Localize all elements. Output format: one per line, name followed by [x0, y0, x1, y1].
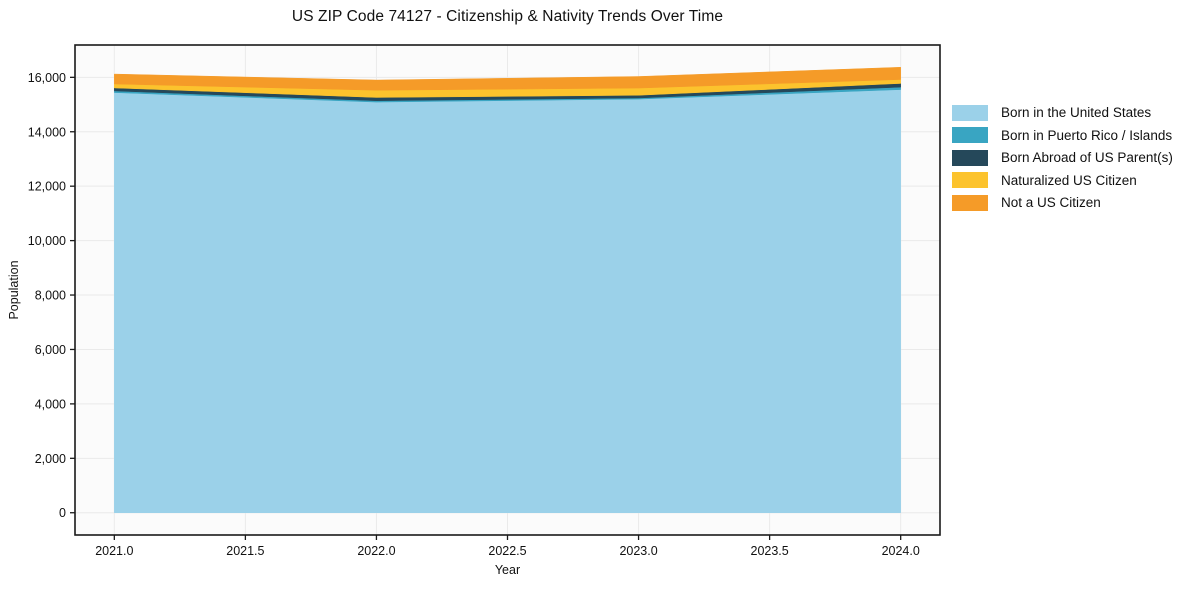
legend-swatch-not-citizen — [952, 194, 988, 211]
legend-swatch-born-us — [952, 104, 988, 121]
y-tick-label: 8,000 — [35, 289, 66, 303]
x-tick-label: 2021.5 — [226, 544, 264, 558]
legend-label: Born Abroad of US Parent(s) — [1001, 150, 1173, 165]
legend-item: Not a US Citizen — [952, 194, 1173, 211]
y-tick-label: 6,000 — [35, 343, 66, 357]
legend-swatch-puerto-rico — [952, 127, 988, 143]
legend-label: Born in Puerto Rico / Islands — [1001, 127, 1173, 143]
x-tick-label: 2021.0 — [95, 544, 133, 558]
x-axis-label: Year — [494, 563, 521, 577]
x-tick-label: 2024.0 — [882, 544, 920, 558]
area-series-0 — [114, 89, 901, 513]
legend-label: Not a US Citizen — [1001, 195, 1101, 210]
y-tick-label: 0 — [59, 506, 66, 520]
chart-title: US ZIP Code 74127 - Citizenship & Nativi… — [291, 8, 724, 25]
legend-item: Born Abroad of US Parent(s) — [952, 149, 1173, 166]
legend-label: Naturalized US Citizen — [1001, 172, 1137, 188]
x-tick-label: 2023.5 — [751, 544, 789, 558]
y-tick-label: 2,000 — [35, 452, 66, 466]
x-tick-label: 2023.0 — [619, 544, 657, 558]
y-tick-label: 12,000 — [28, 180, 66, 194]
legend-label: Born in the United States — [1001, 105, 1152, 120]
x-tick-label: 2022.0 — [357, 544, 395, 558]
y-tick-label: 4,000 — [35, 397, 66, 411]
legend: Born in the United States Born in Puerto… — [952, 104, 1173, 211]
y-tick-label: 16,000 — [28, 71, 66, 85]
y-tick-label: 10,000 — [28, 234, 66, 248]
legend-swatch-naturalized — [952, 172, 988, 188]
legend-item: Naturalized US Citizen — [952, 172, 1173, 189]
legend-swatch-born-abroad — [952, 149, 988, 166]
legend-item: Born in the United States — [952, 104, 1173, 121]
y-axis-label: Population — [7, 260, 21, 320]
area-series-4 — [114, 67, 901, 91]
legend-item: Born in Puerto Rico / Islands — [952, 127, 1173, 144]
y-tick-label: 14,000 — [28, 125, 66, 139]
x-tick-label: 2022.5 — [488, 544, 526, 558]
